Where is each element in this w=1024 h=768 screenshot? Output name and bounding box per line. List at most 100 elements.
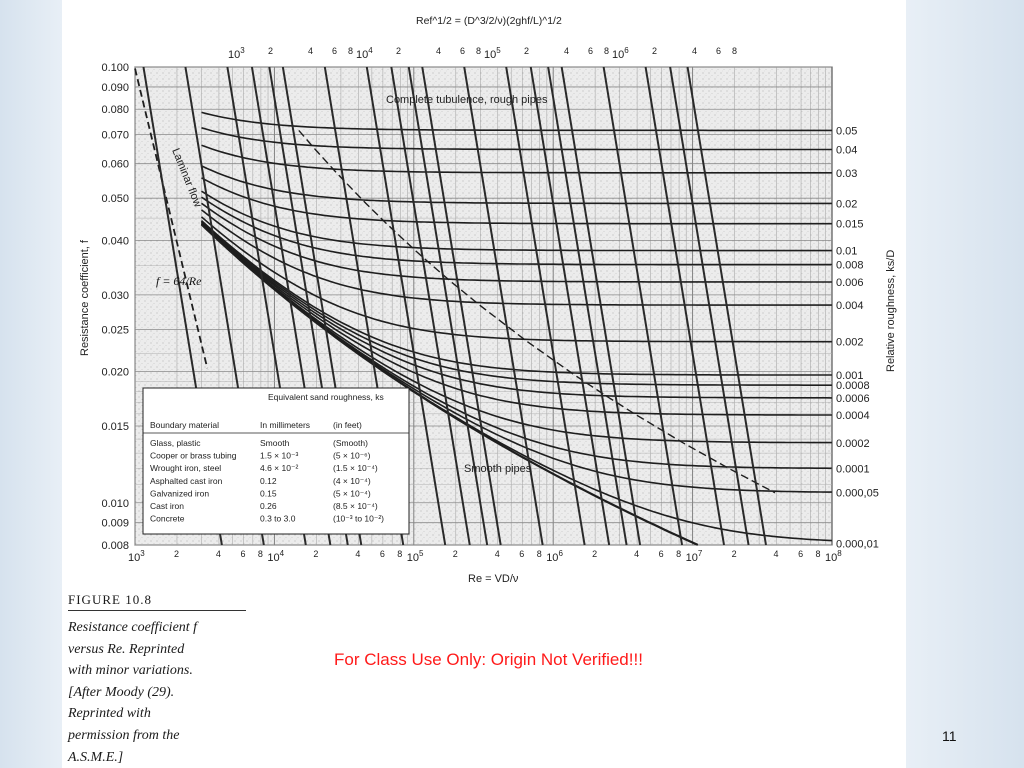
y-axis-title: Resistance coefficient, f — [79, 239, 91, 356]
reynolds-guide-line — [365, 66, 447, 546]
x-tick-minor-label: 6 — [798, 549, 803, 559]
slide-background-left — [0, 0, 62, 768]
x-tick-minor-label: 2 — [732, 549, 737, 559]
x-tick-minor-label: 4 — [216, 549, 221, 559]
top-tick-minor-label: 8 — [604, 46, 609, 56]
top-tick-minor-label: 6 — [332, 46, 337, 56]
roughness-curve — [200, 220, 832, 386]
roughness-curve — [201, 144, 832, 174]
caption-line: [After Moody (29). — [68, 684, 175, 700]
laminar-flow-line — [134, 68, 209, 369]
table-cell: Smooth — [260, 438, 290, 448]
table-cell: Galvanized iron — [150, 488, 209, 498]
reynolds-guide-line — [529, 66, 611, 546]
axis-labels: 0.1000.0900.0800.0700.0600.0500.0400.030… — [101, 46, 878, 564]
roughness-label: 0.001 — [836, 370, 864, 382]
table-cell: 0.12 — [260, 476, 277, 486]
table-cell: 1.5 × 10⁻³ — [260, 451, 298, 461]
y-tick-label: 0.030 — [101, 290, 129, 302]
x-tick-minor-label: 2 — [313, 549, 318, 559]
roughness-curve — [200, 223, 832, 444]
y-tick-label: 0.020 — [101, 367, 129, 379]
smooth-pipe-curve — [200, 223, 699, 546]
x-tick-minor-label: 6 — [659, 549, 664, 559]
table-cell: 0.3 to 3.0 — [260, 514, 296, 524]
x-tick-minor-label: 4 — [355, 549, 360, 559]
top-tick-minor-label: 4 — [308, 46, 313, 56]
roughness-table-box — [142, 387, 410, 535]
roughness-curve — [201, 127, 832, 151]
y-tick-label: 0.080 — [101, 104, 129, 116]
figure-label: FIGURE 10.8 — [68, 592, 246, 611]
y-tick-label: 0.015 — [101, 421, 129, 433]
reynolds-guide-line — [560, 66, 642, 546]
y-tick-label: 0.008 — [101, 540, 129, 552]
top-tick-minor-label: 6 — [460, 46, 465, 56]
roughness-label: 0.02 — [836, 198, 857, 210]
x-tick-major-label: 108 — [825, 549, 842, 564]
reynolds-guide-line — [390, 66, 471, 546]
reynolds-guide-line — [602, 66, 684, 546]
top-tick-major-label: 105 — [484, 46, 501, 61]
top-tick-major-label: 106 — [612, 46, 629, 61]
x-tick-major-label: 105 — [407, 549, 424, 564]
roughness-label: 0.03 — [836, 168, 857, 180]
table-header-mm: In millimeters — [260, 420, 310, 430]
table-title: Equivalent sand roughness, ks — [268, 392, 384, 402]
roughness-label: 0.0006 — [836, 393, 870, 405]
table-header-material: Boundary material — [150, 420, 219, 430]
table-cell: Cast iron — [150, 501, 184, 511]
roughness-label: 0.01 — [836, 246, 857, 258]
roughness-label: 0.015 — [836, 219, 864, 231]
table-cell: Concrete — [150, 514, 185, 524]
caption-line: permission from the — [68, 727, 180, 743]
caption-line: A.S.M.E.] — [68, 749, 124, 765]
y-tick-label: 0.009 — [101, 518, 129, 530]
x-tick-minor-label: 8 — [815, 549, 820, 559]
table-cell: Wrought iron, steel — [150, 463, 221, 473]
x-tick-minor-label: 6 — [380, 549, 385, 559]
x-tick-minor-label: 8 — [537, 549, 542, 559]
roughness-curve — [200, 220, 832, 376]
roughness-label: 0.006 — [836, 277, 864, 289]
table-cell: 4.6 × 10⁻² — [260, 463, 298, 473]
x-tick-minor-label: 8 — [258, 549, 263, 559]
reynolds-guide-line — [686, 66, 767, 546]
reynolds-guide-line — [669, 66, 750, 546]
reynolds-guide-line — [505, 66, 586, 546]
top-tick-minor-label: 8 — [476, 46, 481, 56]
class-use-notice: For Class Use Only: Origin Not Verified!… — [334, 650, 643, 669]
roughness-label: 0.0001 — [836, 464, 870, 476]
complete-turbulence-label: Complete tubulence, rough pipes — [386, 94, 548, 106]
roughness-label: 0.004 — [836, 300, 864, 312]
x-tick-minor-label: 2 — [174, 549, 179, 559]
y-tick-label: 0.050 — [101, 193, 129, 205]
roughness-label: 0.05 — [836, 125, 857, 137]
x-tick-minor-label: 6 — [519, 549, 524, 559]
top-tick-minor-label: 8 — [348, 46, 353, 56]
table-cell: (Smooth) — [333, 438, 368, 448]
reynolds-guide-line — [407, 66, 489, 546]
x-tick-minor-label: 4 — [634, 549, 639, 559]
figure-caption: FIGURE 10.8 Resistance coefficient f ver… — [68, 592, 258, 768]
y-tick-label: 0.010 — [101, 498, 129, 510]
roughness-label: 0.0004 — [836, 410, 870, 422]
roughness-curve — [201, 165, 832, 205]
table-cell: 0.15 — [260, 488, 277, 498]
top-tick-major-label: 104 — [356, 46, 373, 61]
table-cell: Cooper or brass tubing — [150, 451, 237, 461]
roughness-label: 0.000,01 — [836, 539, 879, 551]
x-tick-major-label: 103 — [128, 549, 145, 564]
roughness-label: 0.002 — [836, 337, 864, 349]
x-tick-minor-label: 8 — [397, 549, 402, 559]
top-axis-title: Ref^1/2 = (D^3/2/ν)(2ghf/L)^1/2 — [416, 15, 562, 27]
roughness-curve — [201, 202, 832, 283]
table-header-ft: (in feet) — [333, 420, 362, 430]
reynolds-guide-line — [644, 66, 725, 546]
y-tick-label: 0.090 — [101, 82, 129, 94]
smooth-pipes-label: Smooth pipes — [464, 463, 532, 475]
caption-line: with minor variations. — [68, 663, 193, 679]
reynolds-guide-line — [463, 66, 544, 546]
table-cell: Asphalted cast iron — [150, 476, 223, 486]
